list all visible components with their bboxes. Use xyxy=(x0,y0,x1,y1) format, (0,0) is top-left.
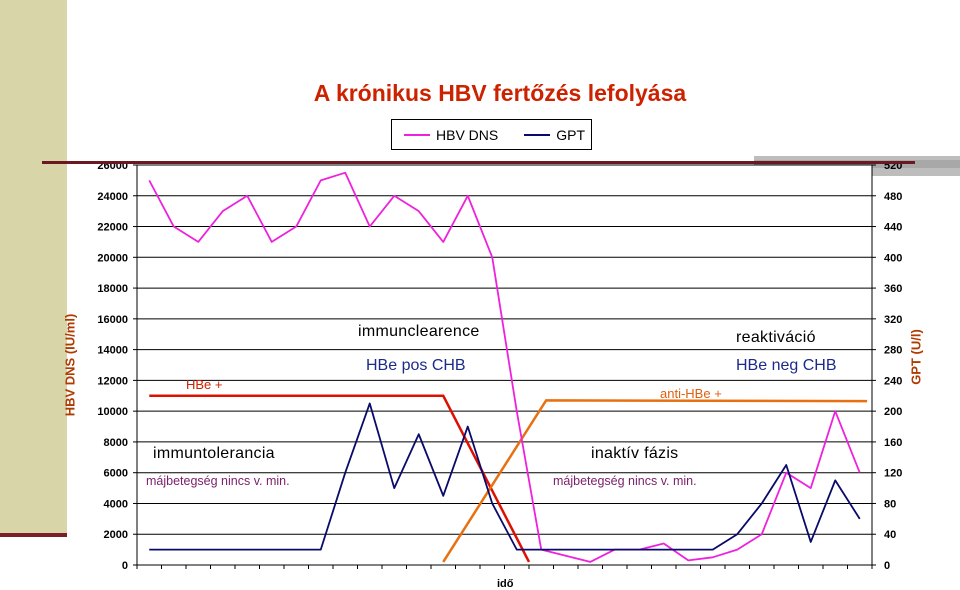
annotation-inaktiv: inaktív fázis xyxy=(591,445,679,462)
right-tick-label: 360 xyxy=(884,283,902,295)
annotation-immuntolerancia: immuntolerancia xyxy=(153,445,275,462)
right-tick-label: 320 xyxy=(884,314,902,326)
annotation-hbe-pos: HBe pos CHB xyxy=(366,357,466,374)
series-line-hbv-dns xyxy=(148,171,861,563)
left-tick-label: 2000 xyxy=(104,529,128,541)
slide-right-band-inner xyxy=(754,160,960,168)
anti-hbe-plus-line xyxy=(442,399,868,563)
annotation-hbe-neg: HBe neg CHB xyxy=(736,357,837,374)
legend-label-gpt: GPT xyxy=(556,126,586,143)
y-axis-right-label: GPT (U/l) xyxy=(908,329,924,385)
right-tick-label: 120 xyxy=(884,468,902,480)
right-tick-label: 80 xyxy=(884,498,896,510)
left-tick-label: 20000 xyxy=(97,252,128,264)
left-tick-label: 10000 xyxy=(97,406,128,418)
left-tick-label: 12000 xyxy=(97,375,128,387)
right-tick-label: 200 xyxy=(884,406,902,418)
legend-swatch-hbv xyxy=(404,133,430,136)
right-tick-label: 280 xyxy=(884,345,902,357)
left-tick-label: 24000 xyxy=(97,191,128,203)
annotation-hbe-plus: HBe + xyxy=(186,377,223,392)
right-tick-label: 160 xyxy=(884,437,902,449)
legend-swatch-gpt xyxy=(524,133,551,136)
annotation-majbeteg-1: májbetegség nincs v. min. xyxy=(146,474,290,488)
x-axis-label: idő xyxy=(497,578,514,590)
left-tick-label: 6000 xyxy=(104,468,128,480)
right-tick-label: 400 xyxy=(884,252,902,264)
left-tick-label: 14000 xyxy=(97,345,128,357)
right-tick-label: 40 xyxy=(884,529,896,541)
annotation-anti-hbe-plus: anti-HBe + xyxy=(660,386,722,401)
left-tick-label: 4000 xyxy=(104,498,128,510)
left-tick-label: 16000 xyxy=(97,314,128,326)
chart-title: A krónikus HBV fertőzés lefolyása xyxy=(313,80,687,106)
slide-left-band xyxy=(0,0,67,536)
hbe-plus-line xyxy=(149,394,531,563)
right-tick-label: 480 xyxy=(884,191,902,203)
left-tick-label: 0 xyxy=(122,560,128,572)
legend-item-gpt: GPT xyxy=(524,127,585,143)
legend-item-hbv: HBV DNS xyxy=(404,127,498,143)
series-line-gpt xyxy=(149,402,861,551)
slide-top-rule xyxy=(42,161,915,164)
chart-legend: HBV DNS GPT xyxy=(391,119,592,150)
left-tick-label: 18000 xyxy=(97,283,128,295)
left-tick-label: 8000 xyxy=(104,437,128,449)
annotation-immunclearence: immunclearence xyxy=(358,323,480,340)
right-tick-label: 440 xyxy=(884,222,902,234)
plot-area xyxy=(136,164,873,566)
right-tick-label: 240 xyxy=(884,375,902,387)
slide-left-rule xyxy=(0,533,67,537)
left-tick-label: 22000 xyxy=(97,222,128,234)
legend-label-hbv: HBV DNS xyxy=(436,126,499,143)
annotation-reaktivacio: reaktiváció xyxy=(736,329,816,346)
right-tick-label: 0 xyxy=(884,560,890,572)
annotation-majbeteg-2: májbetegség nincs v. min. xyxy=(553,474,697,488)
y-axis-left-label: HBV DNS (IU/ml) xyxy=(62,313,78,417)
